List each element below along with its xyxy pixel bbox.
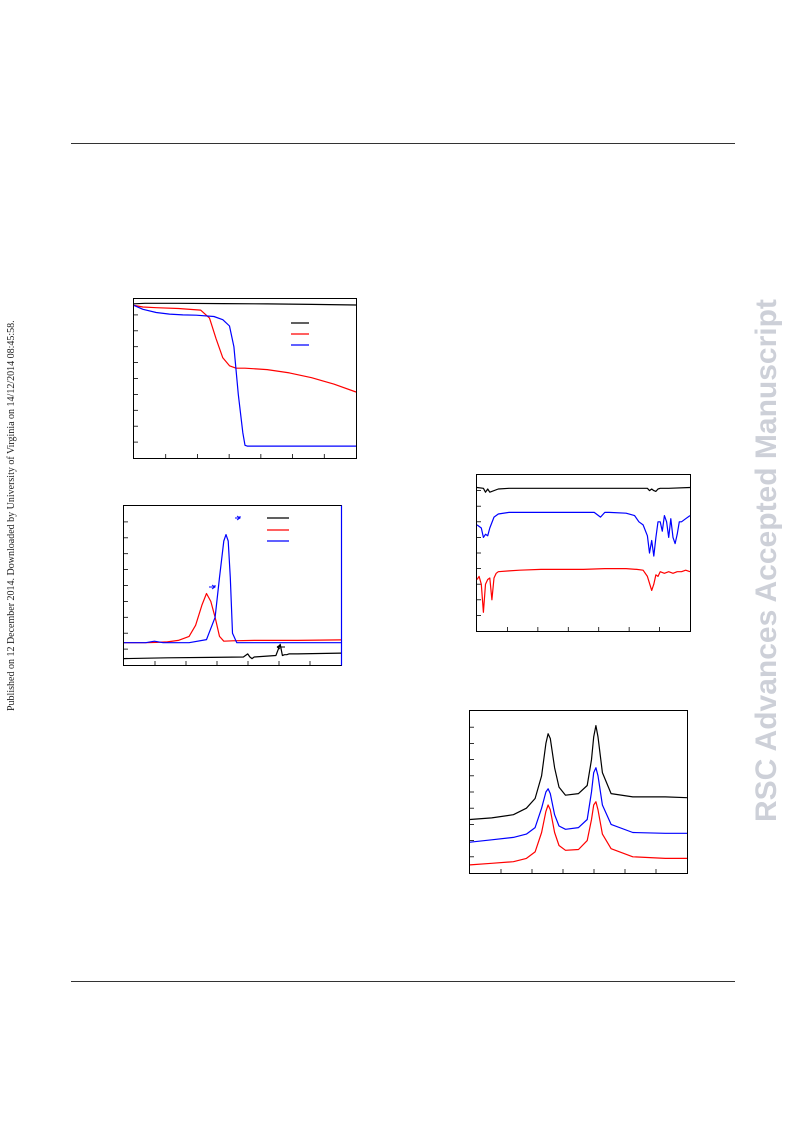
- ftir-series-1: [476, 511, 691, 557]
- dtg-chart: [123, 505, 343, 666]
- dtg-series-1: [124, 592, 342, 644]
- xrd-series-1: [469, 767, 687, 843]
- header-rule: [71, 143, 735, 144]
- xrd-series-2: [469, 801, 687, 866]
- dtg-legend: [267, 517, 289, 542]
- tga-series-2: [133, 304, 356, 447]
- tga-frame: [133, 298, 357, 459]
- dtg-series-2: [124, 534, 341, 644]
- blue-arrow-right: [235, 515, 241, 521]
- xrd-series-0: [469, 725, 688, 821]
- ftir-series-0: [476, 486, 691, 493]
- red-arrow-right: [209, 584, 216, 590]
- published-note: Published on 12 December 2014. Downloade…: [6, 320, 17, 711]
- tga-ticks: [134, 314, 325, 458]
- tga-chart: [133, 298, 357, 459]
- ftir-ticks: [477, 490, 660, 631]
- xrd-ticks: [470, 726, 657, 873]
- tga-series-1: [133, 304, 357, 393]
- watermark-text: RSC Advances Accepted Manuscript: [750, 299, 783, 823]
- footer-rule: [71, 981, 735, 982]
- xrd-chart: [469, 710, 688, 874]
- ftir-frame: [476, 474, 691, 632]
- tga-series-0: [133, 302, 357, 306]
- dtg-ticks: [124, 521, 311, 665]
- ftir-chart: [476, 474, 691, 632]
- dtg-axis-arrows: [209, 515, 285, 650]
- xrd-frame: [469, 710, 688, 874]
- ftir-series-2: [476, 567, 691, 613]
- tga-legend: [291, 322, 309, 346]
- dtg-series-0: [123, 643, 342, 660]
